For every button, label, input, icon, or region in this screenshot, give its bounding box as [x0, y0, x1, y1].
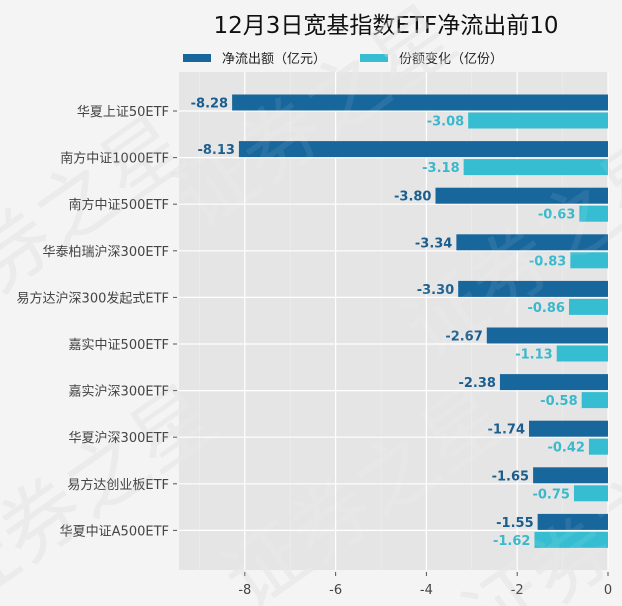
data-label-share-change: -0.58 [540, 394, 577, 409]
y-tick-label: 华泰柏瑞沪深300ETF [43, 244, 169, 260]
data-label-net-outflow: -3.30 [417, 283, 454, 298]
y-tick-label: 易方达创业板ETF [67, 477, 169, 493]
y-axis: 华夏上证50ETF 南方中证1000ETF 南方中证500ETF 华泰柏瑞沪深300E… [17, 105, 177, 539]
y-tick-label: 嘉实中证500ETF [69, 338, 169, 353]
bar-share-change[interactable] [568, 298, 608, 315]
watermark-text: 证券之星 [0, 368, 232, 606]
data-label-share-change: -0.83 [529, 254, 566, 269]
y-tick-label: 华夏中证A500ETF [60, 524, 169, 539]
y-tick-label: 嘉实沪深300ETF [69, 384, 169, 400]
data-label-share-change: -1.13 [515, 348, 552, 363]
x-tick-label: 0 [604, 583, 612, 598]
bars [232, 94, 608, 548]
bar-net-outflow[interactable] [238, 141, 608, 158]
gridlines [179, 72, 609, 570]
y-tick-label: 南方中证500ETF [69, 197, 169, 213]
x-axis: -8 -6 -4 -2 0 [238, 572, 612, 598]
legend-swatch-net-outflow [183, 53, 211, 62]
data-label-share-change: -1.62 [493, 534, 530, 549]
data-label-net-outflow: -2.67 [445, 330, 482, 345]
data-label-share-change: -0.42 [547, 441, 584, 456]
y-tick-label: 华夏上证50ETF [77, 105, 169, 120]
bar-net-outflow[interactable] [529, 420, 608, 437]
bar-share-change[interactable] [468, 112, 608, 129]
data-label-share-change: -0.75 [532, 487, 569, 502]
data-label-net-outflow: -8.13 [197, 143, 234, 158]
bar-share-change[interactable] [573, 485, 608, 502]
legend-label-share-change: 份额变化（亿份） [399, 52, 504, 67]
bar-share-change[interactable] [581, 392, 608, 409]
legend-item-share-change[interactable]: 份额变化（亿份） [360, 48, 503, 67]
data-label-net-outflow: -1.65 [492, 469, 529, 484]
data-label-share-change: -3.08 [427, 115, 464, 130]
watermark-text: 证券之星 [0, 98, 202, 358]
x-tick-label: -6 [329, 583, 342, 598]
bar-share-change[interactable] [579, 205, 608, 222]
watermark-text: 证券之星 [0, 98, 202, 358]
bar-net-outflow[interactable] [458, 280, 608, 297]
data-label-share-change: -3.18 [422, 161, 459, 176]
watermark-text: 证券之星 [446, 408, 622, 606]
y-tick-label: 南方中证1000ETF [60, 151, 169, 167]
watermark-text: 证券之星 [446, 408, 622, 606]
watermark-text: 证券之星 [206, 368, 521, 606]
data-label-net-outflow: -3.80 [394, 190, 431, 205]
bar-share-change[interactable] [463, 159, 608, 176]
watermark-text: 证券之星 [386, 118, 622, 378]
data-label-share-change: -0.63 [538, 208, 575, 223]
bar-net-outflow[interactable] [435, 187, 608, 204]
legend-label-net-outflow: 净流出额（亿元） [222, 52, 327, 67]
legend-swatch-share-change [360, 53, 388, 62]
bar-net-outflow[interactable] [486, 327, 608, 344]
data-label-net-outflow: -8.28 [191, 97, 228, 112]
bar-share-change[interactable] [588, 438, 608, 455]
watermark-text: 证券之星 [386, 118, 622, 378]
x-tick-label: -2 [511, 583, 524, 598]
bar-share-change[interactable] [570, 252, 608, 269]
y-tick-label: 华夏沪深300ETF [69, 430, 169, 446]
bar-net-outflow[interactable] [456, 234, 608, 251]
y-tick-label: 易方达沪深300发起式ETF [17, 290, 169, 306]
bar-net-outflow[interactable] [533, 467, 608, 484]
bar-share-change[interactable] [556, 345, 608, 362]
data-label-net-outflow: -1.55 [496, 516, 533, 531]
legend-item-net-outflow[interactable]: 净流出额（亿元） [183, 48, 326, 67]
watermark-text: 证券之星 [206, 368, 521, 606]
bar-net-outflow[interactable] [537, 513, 608, 530]
watermark-text: 证券之星 [0, 368, 232, 606]
chart-title: 12月3日宽基指数ETF净流出前10 [213, 13, 559, 39]
x-tick-label: -8 [238, 583, 251, 598]
bar-net-outflow[interactable] [232, 94, 608, 111]
plot-area [179, 72, 608, 570]
bar-share-change[interactable] [534, 531, 608, 548]
bar-net-outflow[interactable] [499, 374, 608, 391]
x-tick-label: -4 [420, 583, 433, 598]
data-labels: -8.28 -8.13 -3.80 -3.34 -3.30 -2.67 -2.38 -1.74… [191, 97, 585, 549]
data-label-net-outflow: -2.38 [458, 376, 495, 391]
data-label-net-outflow: -3.34 [415, 236, 452, 251]
data-label-net-outflow: -1.74 [488, 423, 525, 438]
data-label-share-change: -0.86 [527, 301, 564, 316]
